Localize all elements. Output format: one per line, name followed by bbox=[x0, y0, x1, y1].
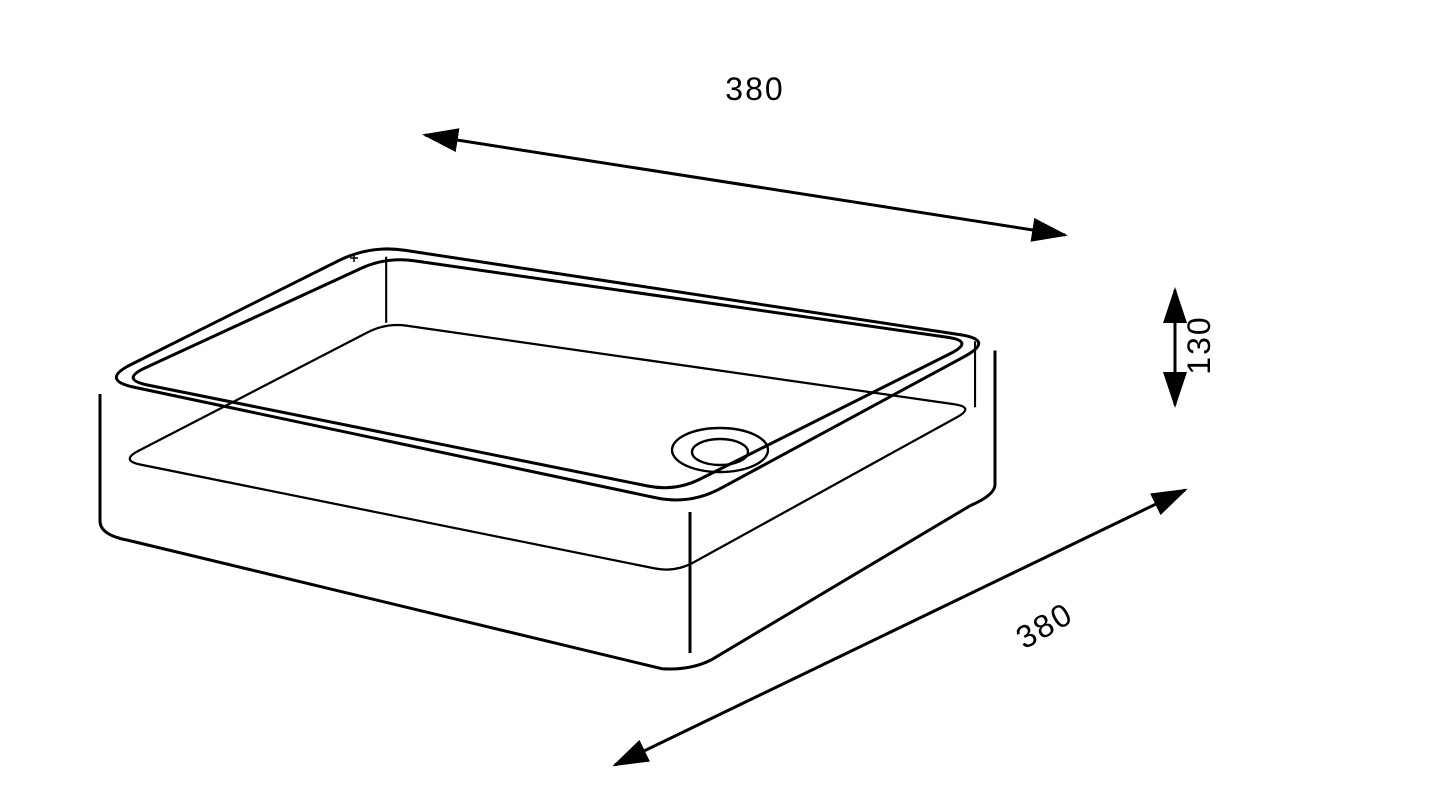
basin-bottom-edges bbox=[128, 506, 971, 670]
basin-inner-rim bbox=[133, 260, 962, 488]
dimension-label-depth: 380 bbox=[1010, 595, 1079, 656]
technical-drawing: 380 130 380 bbox=[0, 0, 1440, 810]
dimension-line-depth bbox=[615, 490, 1185, 765]
drain-inner bbox=[692, 439, 748, 465]
dimension-label-width: 380 bbox=[725, 71, 784, 107]
basin-edge-left bbox=[100, 394, 128, 540]
dimension-line-width bbox=[425, 135, 1065, 235]
basin-floor bbox=[130, 325, 966, 570]
dimension-label-height: 130 bbox=[1181, 315, 1217, 374]
basin-outer-rim bbox=[116, 249, 978, 500]
